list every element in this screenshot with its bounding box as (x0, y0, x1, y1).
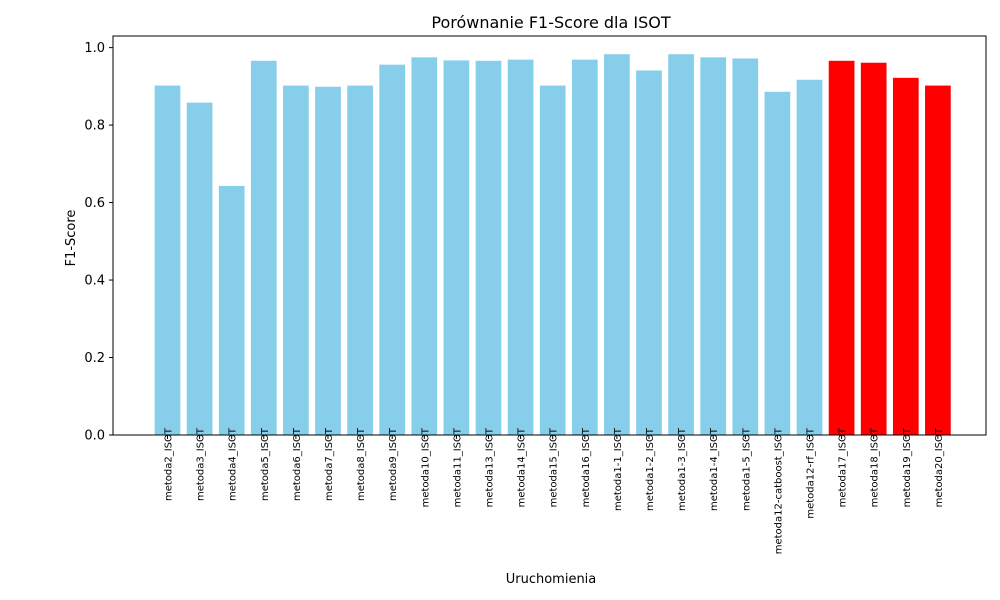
x-tick-label: metoda1-4_ISOT (709, 427, 720, 511)
bar-metoda2_ISOT (154, 85, 181, 435)
x-tick-label: metoda4_ISOT (228, 427, 239, 501)
x-tick-label: metoda6_ISOT (292, 427, 303, 501)
plot-frame (112, 35, 987, 436)
bars-group (154, 54, 951, 436)
x-axis-label: Uruchomienia (506, 572, 597, 587)
x-tick-label: metoda1-1_ISOT (613, 427, 624, 511)
bar-metoda16_ISOT (571, 59, 598, 435)
x-tick-label: metoda1-2_ISOT (645, 427, 656, 511)
bar-metoda9_ISOT (379, 64, 406, 435)
bar-metoda12-catboost_ISOT (764, 91, 791, 435)
x-tick-label: metoda1-5_ISOT (741, 427, 752, 511)
bar-metoda13_ISOT (475, 60, 502, 435)
x-tick-label: metoda9_ISOT (388, 427, 399, 501)
x-tick-label: metoda18_ISOT (870, 427, 881, 507)
bar-metoda1-3_ISOT (668, 54, 694, 436)
x-tick-label: metoda7_ISOT (324, 427, 335, 501)
x-tick-label: metoda17_ISOT (838, 427, 849, 507)
bar-metoda1-5_ISOT (732, 58, 759, 436)
x-tick-label: metoda14_ISOT (517, 427, 528, 507)
bar-metoda6_ISOT (283, 85, 309, 435)
y-tick-label: 0.0 (84, 429, 105, 444)
bar-metoda18_ISOT (860, 62, 887, 435)
x-tick-label: metoda1-3_ISOT (677, 427, 688, 511)
bar-metoda8_ISOT (347, 85, 373, 435)
bar-metoda20_ISOT (925, 85, 951, 435)
y-tick-label: 0.2 (84, 351, 105, 366)
chart-title: Porównanie F1-Score dla ISOT (431, 13, 670, 32)
x-tick-label: metoda12-catboost_ISOT (773, 427, 784, 554)
x-tick-label: metoda5_ISOT (260, 427, 271, 501)
x-tick-label: metoda10_ISOT (420, 427, 431, 507)
bar-metoda1-1_ISOT (604, 54, 630, 436)
x-tick-label: metoda15_ISOT (549, 427, 560, 507)
x-tick-label: metoda20_ISOT (934, 427, 945, 507)
bar-metoda7_ISOT (315, 86, 341, 435)
bar-metoda17_ISOT (828, 60, 855, 435)
y-ticks-group: 0.0 0.2 0.4 0.6 0.8 1.0 (84, 41, 113, 444)
y-tick-label: 0.6 (84, 196, 105, 211)
bar-metoda5_ISOT (250, 60, 277, 435)
x-tick-label: metoda2_ISOT (164, 427, 175, 501)
bar-metoda1-4_ISOT (700, 57, 727, 436)
y-tick-label: 0.8 (84, 119, 105, 134)
bar-metoda14_ISOT (507, 59, 534, 435)
bar-metoda1-2_ISOT (636, 70, 662, 436)
x-tick-label: metoda11_ISOT (452, 427, 463, 507)
x-tick-label: metoda12-rf_ISOT (806, 427, 817, 519)
bar-metoda10_ISOT (411, 57, 438, 436)
bar-metoda11_ISOT (443, 60, 470, 436)
y-tick-label: 1.0 (84, 41, 105, 56)
bar-metoda19_ISOT (892, 77, 919, 436)
x-tick-label: metoda3_ISOT (196, 427, 207, 501)
bar-metoda12-rf_ISOT (796, 79, 823, 435)
bar-metoda4_ISOT (218, 185, 245, 435)
bar-metoda15_ISOT (539, 85, 566, 435)
x-ticks-group: metoda2_ISOT metoda3_ISOT metoda4_ISOT meto… (164, 427, 945, 554)
x-tick-label: metoda13_ISOT (485, 427, 496, 507)
x-tick-label: metoda8_ISOT (356, 427, 367, 501)
bar-metoda3_ISOT (186, 102, 213, 436)
y-tick-label: 0.4 (84, 274, 105, 289)
x-tick-label: metoda16_ISOT (581, 427, 592, 507)
y-axis-label: F1-Score (64, 210, 79, 267)
x-tick-label: metoda19_ISOT (902, 427, 913, 507)
